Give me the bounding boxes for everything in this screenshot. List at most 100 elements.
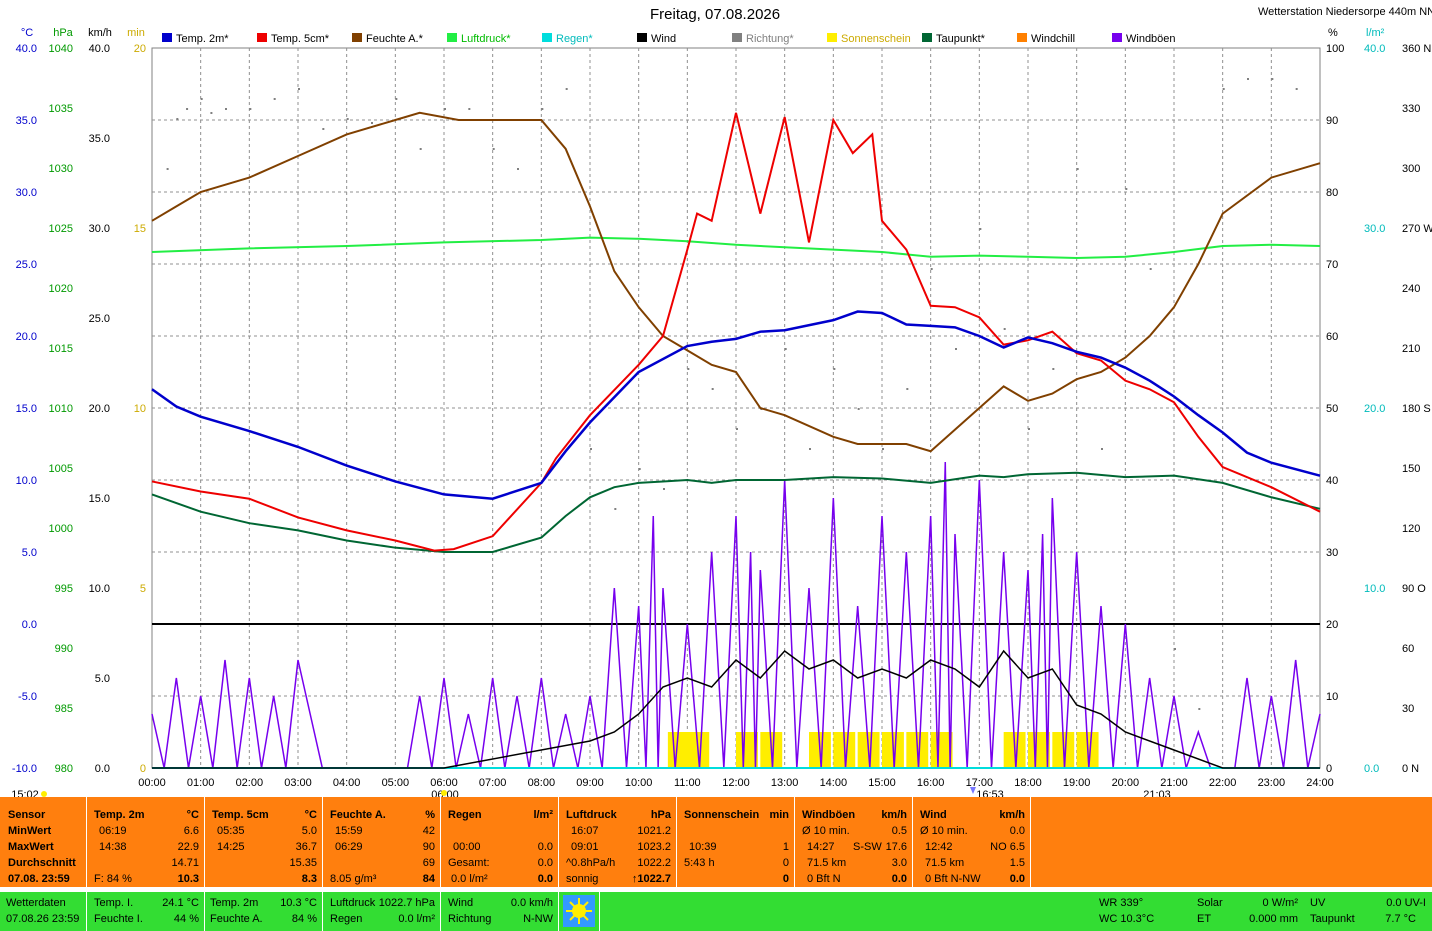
direction-point [186, 108, 189, 110]
x-tick-label: 08:00 [528, 777, 556, 789]
y-tick-label-percent: 100 [1326, 43, 1344, 55]
x-tick-label: 17:00 [966, 777, 994, 789]
direction-point [1174, 648, 1176, 650]
y-tick-label-percent: 20 [1326, 619, 1338, 631]
current-wc: WC 10.3°C [1099, 913, 1155, 925]
legend-label: Regen* [556, 33, 593, 45]
direction-point [1149, 268, 1152, 270]
sunny-weather-icon [563, 895, 595, 927]
current-values-panel: Wetterdaten 07.08.26 23:59 Temp. I. 24.1… [0, 892, 1432, 931]
x-tick-label: 23:00 [1258, 777, 1286, 789]
stats-temp5cm-max-time: 14:25 [217, 841, 245, 853]
x-tick-label: 02:00 [236, 777, 264, 789]
stats-temp2m: Temp. 2m °C 06:19 6.6 14:38 22.9 14.71 F… [87, 797, 205, 887]
legend-swatch [827, 33, 837, 42]
y-tick-label-kmh: 25.0 [89, 313, 110, 325]
x-tick-label: 15:00 [868, 777, 896, 789]
y-tick-label-celsius: -10.0 [12, 763, 37, 775]
stats-wind-footer: 0.0 [1009, 873, 1025, 885]
direction-point [1028, 428, 1030, 430]
sunshine-bar [930, 732, 953, 768]
current-solar-label: Solar [1197, 897, 1223, 909]
moonrise-label: 15:02 [11, 789, 39, 797]
current-luftdruck: 1022.7 hPa [378, 897, 435, 909]
direction-point [395, 98, 398, 100]
x-tick-label: 22:00 [1209, 777, 1237, 789]
direction-point [1076, 168, 1079, 170]
weather-icon-cell [559, 892, 600, 931]
stats-wind: Wind km/h Ø 10 min. 0.0 12:42 NO 6.5 71.… [913, 797, 1031, 887]
direction-point [711, 388, 714, 390]
y-tick-label-kmh: 40.0 [89, 43, 110, 55]
direction-point [1295, 88, 1298, 90]
stats-humidity-unit: % [425, 809, 435, 821]
x-tick-label: 06:00 [430, 777, 458, 789]
sunshine-bar [667, 732, 690, 768]
y-tick-label-hpa: 1030 [49, 163, 73, 175]
legend-swatch [257, 33, 267, 42]
stats-rain-unit: l/m² [533, 809, 553, 821]
y-tick-label-direction: 180 S [1402, 403, 1431, 415]
y-tick-label-direction: 30 [1402, 703, 1414, 715]
y-tick-label-direction: 150 [1402, 463, 1420, 475]
current-et: 0.000 mm [1249, 913, 1298, 925]
y-tick-label-min: 10 [134, 403, 146, 415]
y-tick-label-celsius: 35.0 [16, 115, 37, 127]
direction-point [906, 388, 909, 390]
x-tick-label: 13:00 [771, 777, 799, 789]
direction-point [541, 108, 544, 110]
direction-point [249, 108, 252, 110]
series-luftdruck [151, 236, 1321, 260]
y-tick-label-percent: 30 [1326, 547, 1338, 559]
direction-point [857, 408, 860, 410]
stats-rain-title: Regen [448, 809, 482, 821]
series-temp2m [151, 310, 1321, 500]
stats-temp5cm-min: 5.0 [301, 825, 317, 837]
stats-temp2m-max: 22.9 [177, 841, 199, 853]
legend-swatch [922, 33, 932, 42]
stats-sunshine-title: Sonnenschein [684, 809, 760, 821]
current-richtung: N-NW [523, 913, 553, 925]
stats-row-max: MaxWert [8, 841, 54, 853]
stats-gusts-r2-label: 71.5 km [807, 857, 847, 869]
y-tick-label-direction: 0 N [1402, 763, 1419, 775]
stats-humidity-min-time: 15:59 [335, 825, 363, 837]
direction-point [1222, 88, 1225, 90]
direction-point [371, 122, 373, 124]
y-tick-label-hpa: 1010 [49, 403, 73, 415]
axis-unit-kmh: km/h [88, 27, 112, 39]
stats-sunshine-footer: 0 [782, 873, 789, 885]
current-temp-i-label: Temp. I. [94, 897, 134, 909]
direction-point [176, 118, 179, 120]
direction-point [687, 368, 690, 370]
direction-point [1247, 78, 1249, 80]
legend-swatch [352, 33, 362, 42]
direction-point [809, 448, 811, 450]
current-temp-2m-label: Temp. 2m [210, 897, 259, 909]
stats-wind-r1-time: 12:42 [925, 841, 953, 853]
direction-point [322, 128, 325, 130]
stats-panel: Sensor MinWert MaxWert Durchschnitt 07.0… [0, 797, 1432, 887]
direction-point [225, 108, 227, 110]
direction-point [200, 98, 203, 100]
series-taupunkt [151, 471, 1321, 553]
stats-pressure-max-time: 09:01 [571, 841, 599, 853]
direction-point [492, 148, 495, 150]
direction-point [273, 98, 276, 100]
current-wind-label: Wind [448, 897, 474, 909]
y-tick-label-direction: 330 [1402, 103, 1420, 115]
direction-point [346, 118, 349, 120]
y-tick-label-direction: 60 [1402, 643, 1414, 655]
direction-point [1198, 708, 1201, 710]
current-label1: Wetterdaten [6, 897, 66, 909]
x-tick-label: 01:00 [187, 777, 215, 789]
chart-title: Freitag, 07.08.2026 [650, 6, 781, 23]
stats-pressure-avg: 1022.2 [637, 857, 671, 869]
direction-point [1003, 328, 1006, 330]
y-tick-label-percent: 10 [1326, 691, 1338, 703]
legend-label: Temp. 5cm* [271, 33, 330, 45]
sunrise-icon [441, 790, 447, 796]
y-tick-label-rain: 20.0 [1364, 403, 1385, 415]
direction-point [955, 348, 957, 350]
stats-temp2m-avg: 14.71 [171, 857, 199, 869]
